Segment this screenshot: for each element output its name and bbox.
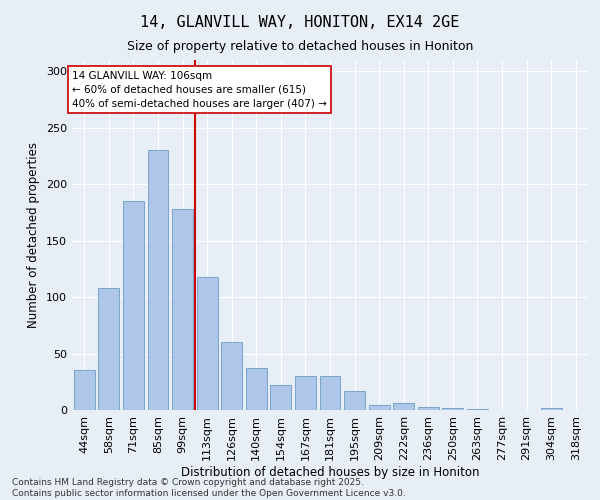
Bar [221, 342, 242, 410]
Text: Size of property relative to detached houses in Honiton: Size of property relative to detached ho… [127, 40, 473, 53]
Text: 14 GLANVILL WAY: 106sqm
← 60% of detached houses are smaller (615)
40% of semi-d: 14 GLANVILL WAY: 106sqm ← 60% of detache… [72, 70, 327, 108]
Text: Contains HM Land Registry data © Crown copyright and database right 2025.
Contai: Contains HM Land Registry data © Crown c… [12, 478, 406, 498]
Bar [442, 408, 463, 410]
Bar [344, 391, 365, 410]
Bar [172, 209, 193, 410]
Bar [320, 376, 340, 410]
Bar [98, 288, 119, 410]
Bar [197, 277, 218, 410]
X-axis label: Distribution of detached houses by size in Honiton: Distribution of detached houses by size … [181, 466, 479, 478]
Bar [148, 150, 169, 410]
Text: 14, GLANVILL WAY, HONITON, EX14 2GE: 14, GLANVILL WAY, HONITON, EX14 2GE [140, 15, 460, 30]
Bar [368, 406, 389, 410]
Bar [246, 368, 267, 410]
Bar [74, 370, 95, 410]
Bar [393, 403, 414, 410]
Bar [418, 406, 439, 410]
Bar [271, 385, 292, 410]
Bar [541, 408, 562, 410]
Bar [123, 201, 144, 410]
Bar [295, 376, 316, 410]
Y-axis label: Number of detached properties: Number of detached properties [28, 142, 40, 328]
Bar [467, 409, 488, 410]
